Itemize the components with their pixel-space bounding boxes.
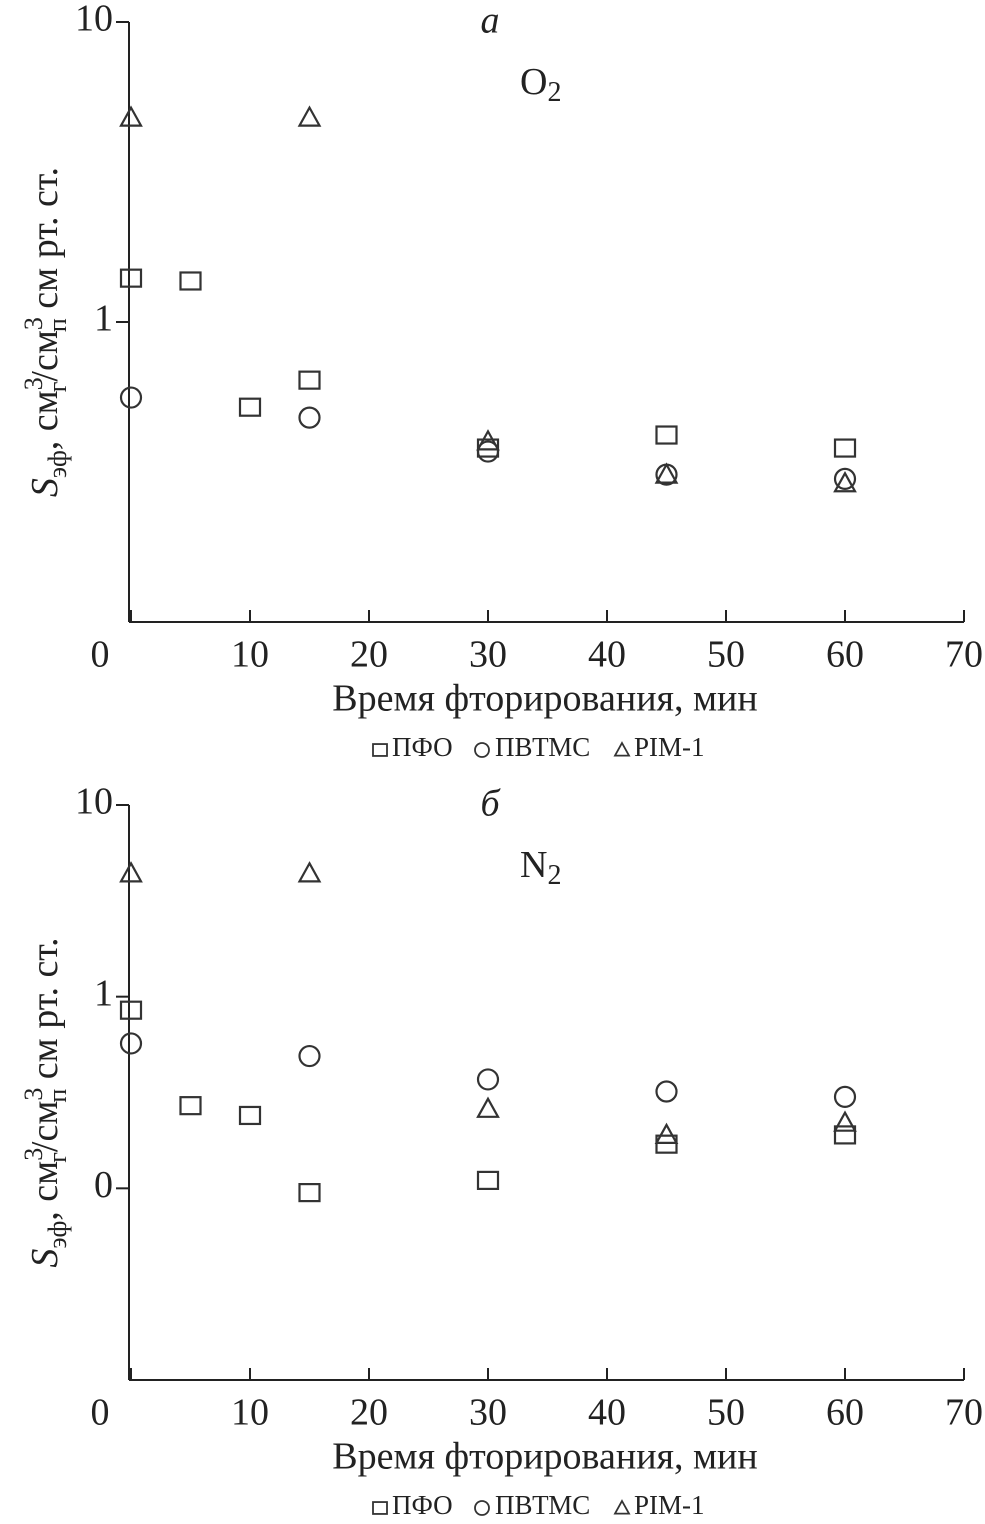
x-tick-label: 10 [231,634,269,676]
x-tick-label: 60 [826,634,864,676]
y-tick-label: 1 [94,298,113,340]
x-tick-label: 0 [91,634,110,676]
marker-square [476,1170,500,1190]
marker-circle [119,1032,143,1055]
marker-triangle [654,1122,679,1145]
legend-label: ПВТМС [495,1490,590,1520]
x-tick-label: 60 [826,1392,864,1434]
y-tick-label: 10 [75,0,113,40]
marker-triangle [476,1096,500,1118]
y-tick-label: 1 [94,972,113,1014]
marker-triangle [119,861,143,883]
y-axis-title-part: эф [43,450,72,478]
marker-triangle [476,429,500,451]
x-tick-label: 10 [231,1392,269,1434]
gas-name: N [520,844,547,886]
y-axis-title-part: см рт. ст. [24,167,66,318]
y-axis-title-part: г [43,1152,72,1163]
x-tick-label: 70 [945,1392,983,1434]
x-tick-label: 40 [588,634,626,676]
marker-square [298,370,321,390]
x-axis-title: Время фторирования, мин [332,678,757,720]
marker-circle [298,1044,321,1068]
x-tick-label: 20 [350,634,388,676]
marker-triangle [613,1499,631,1515]
y-axis-title-part: , см [24,1161,66,1221]
y-axis-title-part: , см [24,390,66,450]
gas-subscript: 2 [547,860,561,891]
marker-square [372,1501,388,1515]
legend-label: ПФО [392,732,453,762]
y-axis-title-part: S [24,1249,66,1268]
panel-label: а [481,0,500,42]
marker-triangle [654,462,679,484]
x-tick-label: 0 [91,1392,110,1434]
y-axis-title-part: см рт. ст. [24,937,66,1088]
y-axis-title-part: 3 [19,317,48,330]
y-axis-title-part: 3 [19,1148,48,1161]
marker-triangle [833,1110,857,1132]
marker-square [298,1183,321,1203]
marker-circle [833,1085,857,1108]
y-axis-title-part: /см [24,1101,66,1152]
gas-label: N2 [520,844,561,892]
y-axis-title-part: 3 [19,377,48,390]
marker-square [833,438,857,458]
y-axis-title-part: S [24,478,66,497]
y-axis-title-part: п [43,1089,72,1103]
marker-triangle [613,741,631,757]
y-tick-label: 10 [75,781,113,823]
x-tick-label: 50 [707,634,745,676]
y-axis-title-part: эф [43,1221,72,1249]
panel-label: б [480,783,501,825]
marker-circle [476,440,500,463]
gas-name: O [520,61,547,103]
marker-triangle [297,861,322,883]
marker-square [119,1000,143,1020]
y-axis-title-part: г [43,382,72,393]
marker-square [179,1096,202,1116]
legend-label: PIM-1 [634,732,705,762]
x-tick-label: 30 [469,634,507,676]
marker-circle [119,386,143,409]
marker-triangle [297,105,322,127]
x-tick-label: 30 [469,1392,507,1434]
legend-label: ПВТМС [495,732,590,762]
gas-subscript: 2 [547,77,561,108]
y-axis-title: Sэф, см3г/см3п см рт. ст. [19,167,72,497]
marker-circle [476,1068,500,1091]
x-tick-label: 20 [350,1392,388,1434]
marker-square [372,743,388,757]
y-axis-title-part: 3 [19,1088,48,1101]
x-tick-label: 50 [707,1392,745,1434]
y-tick-label: 0 [94,1164,113,1206]
marker-square [238,1105,262,1126]
marker-square [179,271,202,291]
marker-circle [474,742,490,758]
marker-square [119,268,143,288]
marker-circle [655,1080,678,1103]
x-tick-label: 40 [588,1392,626,1434]
legend-label: PIM-1 [634,1490,705,1520]
marker-triangle [119,105,143,127]
marker-circle [474,1500,490,1516]
y-axis-title-part: /см [24,330,66,381]
marker-square [655,425,678,445]
legend-label: ПФО [392,1490,453,1520]
y-axis-title-part: п [43,318,72,332]
marker-square [833,1125,857,1145]
marker-square [238,397,262,417]
marker-circle [833,467,857,490]
marker-square [655,1134,678,1154]
marker-circle [298,406,321,429]
marker-triangle [833,471,857,493]
y-axis-title: Sэф, см3г/см3п см рт. ст. [19,937,72,1267]
x-tick-label: 70 [945,634,983,676]
x-axis-title: Время фторирования, мин [332,1436,757,1478]
gas-label: O2 [520,61,561,109]
